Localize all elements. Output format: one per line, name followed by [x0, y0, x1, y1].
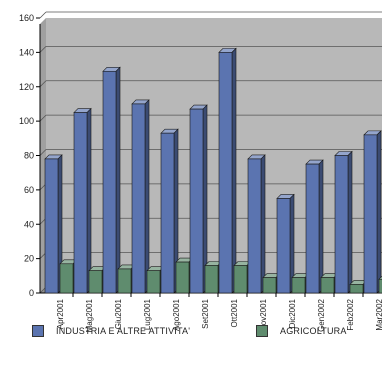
bar-industria-Ott2001 — [218, 47, 237, 294]
bar-industria-Ago2001 — [160, 128, 179, 294]
y-tick-label-120: 120 — [19, 82, 34, 92]
bar-front — [218, 52, 233, 294]
bar-front — [146, 270, 161, 294]
bar-front — [175, 261, 190, 294]
y-tick-label-60: 60 — [24, 185, 34, 195]
legend-swatch-agricoltura — [256, 325, 268, 337]
y-tick-label-140: 140 — [19, 47, 34, 57]
bar-side — [347, 150, 353, 294]
bar-front — [349, 284, 364, 294]
bar-side — [231, 47, 237, 294]
chart-side-wall — [40, 18, 46, 293]
x-tick-label-Dic2001: Dic2001 — [288, 298, 297, 328]
bar-front — [378, 278, 382, 294]
x-tick-label-Set2001: Set2001 — [201, 298, 210, 328]
bar-front — [102, 70, 117, 294]
bar-front — [276, 198, 291, 294]
gridline-diag-100 — [39, 114, 47, 122]
x-tick-label-Giu2001: Giu2001 — [114, 298, 123, 329]
bar-industria-Mar2002 — [363, 130, 382, 294]
bar-side — [318, 159, 324, 294]
gridline-diag-160 — [39, 11, 47, 19]
x-tick-label-Lug2001: Lug2001 — [143, 298, 152, 330]
x-tick-label-Ott2001: Ott2001 — [230, 298, 239, 327]
legend-swatch-industria — [32, 325, 44, 337]
y-tick-label-0: 0 — [29, 288, 34, 298]
bar-front — [204, 265, 219, 294]
x-tick-label-Ago2001: Ago2001 — [172, 298, 181, 331]
bar-front — [247, 158, 262, 294]
bar-industria-Nov2001 — [247, 154, 266, 294]
x-tick-label-Mar2002: Mar2002 — [375, 298, 382, 330]
bar-front — [189, 108, 204, 294]
legend-item-agricoltura: AGRICOLTURA — [256, 325, 347, 337]
y-tick-label-20: 20 — [24, 254, 34, 264]
legend-label-agricoltura: AGRICOLTURA — [280, 326, 347, 336]
bar-industria-Set2001 — [189, 104, 208, 294]
x-tick-label-Gen2002: Gen2002 — [317, 298, 326, 331]
bar-side — [260, 154, 266, 294]
bar-front — [363, 134, 378, 294]
legend-item-industria: INDUSTRIA E ALTRE ATTIVITA' — [32, 325, 190, 337]
bar-side — [144, 99, 150, 294]
bar-front — [44, 158, 59, 294]
bar-front — [305, 163, 320, 294]
bar-side — [115, 66, 121, 294]
y-tick-label-160: 160 — [19, 13, 34, 23]
bar-front — [160, 132, 175, 294]
bar-side — [86, 107, 92, 294]
y-tick-label-100: 100 — [19, 116, 34, 126]
x-tick-label-Mag2001: Mag2001 — [85, 298, 94, 332]
bar-front — [117, 268, 132, 294]
legend-label-industria: INDUSTRIA E ALTRE ATTIVITA' — [56, 326, 191, 336]
legend: INDUSTRIA E ALTRE ATTIVITA' AGRICOLTURA — [0, 325, 382, 345]
bar-industria-Mag2001 — [73, 107, 92, 294]
bar-front — [262, 277, 277, 294]
bar-industria-Giu2001 — [102, 66, 121, 294]
gridline-diag-120 — [39, 80, 47, 88]
bar-front — [131, 103, 146, 294]
plot-background — [46, 18, 382, 287]
bar-industria-Dic2001 — [276, 193, 295, 294]
y-tick-label-80: 80 — [24, 151, 34, 161]
bar-industria-Lug2001 — [131, 99, 150, 294]
bar-front — [73, 112, 88, 294]
x-tick-label-Nov2001: Nov2001 — [259, 298, 268, 331]
bar-industria-Apr2001 — [44, 154, 63, 294]
bar-front — [59, 263, 74, 294]
y-tick-label-40: 40 — [24, 219, 34, 229]
bar-side — [376, 130, 382, 294]
gridline-diag-80 — [39, 149, 47, 156]
bar-front — [291, 277, 306, 294]
bar-front — [320, 277, 335, 294]
bar-industria-Gen2002 — [305, 159, 324, 294]
bar-front — [88, 270, 103, 294]
x-tick-label-Feb2002: Feb2002 — [346, 298, 355, 330]
gridline-diag-140 — [39, 46, 47, 53]
bar-front — [334, 155, 349, 294]
bar-industria-Feb2002 — [334, 150, 353, 294]
bar-front — [233, 265, 248, 294]
x-tick-label-Apr2001: Apr2001 — [56, 298, 65, 329]
